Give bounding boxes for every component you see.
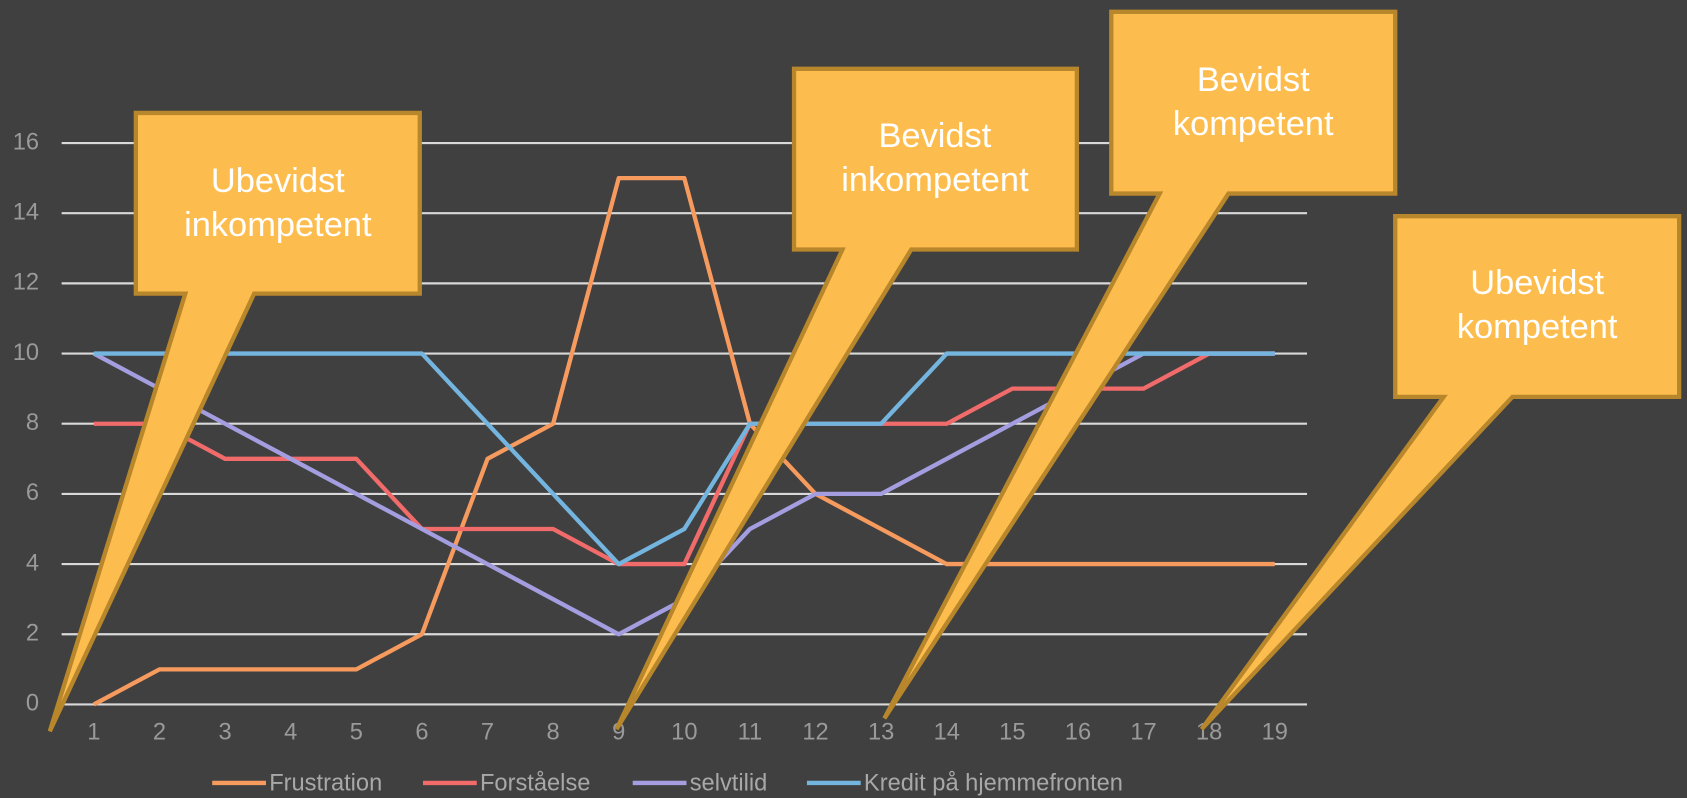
x-tick-label: 19 xyxy=(1262,720,1288,746)
y-tick-label: 16 xyxy=(13,129,39,155)
y-tick-label: 12 xyxy=(13,270,39,296)
x-tick-label: 4 xyxy=(284,720,297,746)
x-tick-label: 13 xyxy=(868,720,894,746)
x-tick-label: 3 xyxy=(219,720,232,746)
callout xyxy=(1199,214,1682,731)
x-tick-label: 2 xyxy=(153,720,166,746)
x-tick-label: 10 xyxy=(671,720,697,746)
x-tick-label: 7 xyxy=(481,720,494,746)
y-tick-label: 0 xyxy=(26,691,39,717)
callout xyxy=(47,110,422,733)
y-tick-label: 8 xyxy=(26,410,39,436)
y-tick-label: 10 xyxy=(13,340,39,366)
x-tick-label: 17 xyxy=(1130,720,1156,746)
x-tick-label: 9 xyxy=(612,720,625,746)
x-tick-label: 15 xyxy=(999,720,1025,746)
x-tick-label: 1 xyxy=(87,720,100,746)
x-tick-label: 16 xyxy=(1065,720,1091,746)
callout-text: inkompetent xyxy=(841,161,1029,199)
callout-text: Ubevidst xyxy=(211,162,345,200)
callout xyxy=(614,66,1080,731)
y-tick-label: 6 xyxy=(26,480,39,506)
callout-text: Ubevidst xyxy=(1470,264,1604,302)
series-line xyxy=(92,175,1275,707)
x-tick-label: 14 xyxy=(934,720,960,746)
callout-text: kompetent xyxy=(1173,105,1334,143)
y-tick-label: 14 xyxy=(13,199,39,225)
x-tick-label: 12 xyxy=(802,720,828,746)
callout-text: inkompetent xyxy=(184,206,372,244)
callout xyxy=(882,9,1398,720)
legend-label: selvtilid xyxy=(690,770,768,796)
y-tick-label: 4 xyxy=(26,550,39,576)
legend-label: Frustration xyxy=(269,770,382,796)
x-tick-label: 8 xyxy=(547,720,560,746)
x-tick-label: 5 xyxy=(350,720,363,746)
callout-text: Bevidst xyxy=(1197,61,1310,99)
legend-label: Forståelse xyxy=(480,769,590,796)
x-tick-label: 6 xyxy=(415,720,428,746)
y-tick-label: 2 xyxy=(26,621,39,647)
callout-text: Bevidst xyxy=(878,117,991,155)
callout-text: kompetent xyxy=(1457,308,1618,346)
legend-label: Kredit på hjemmefronten xyxy=(864,769,1123,796)
x-tick-label: 11 xyxy=(738,720,763,746)
